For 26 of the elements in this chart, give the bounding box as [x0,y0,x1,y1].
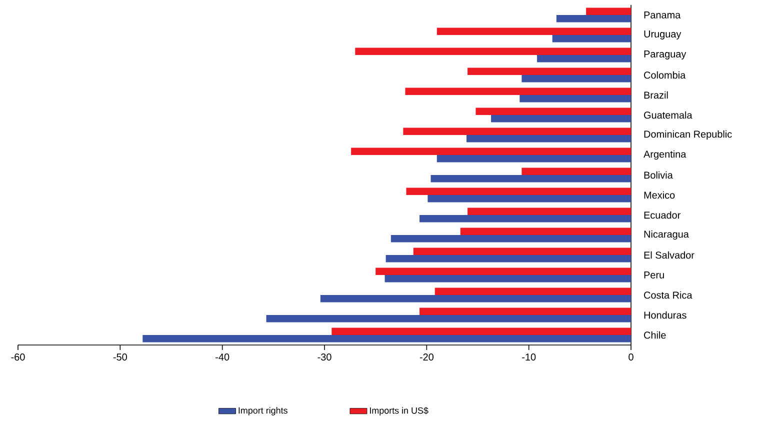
x-tick-label: -50 [113,354,127,361]
y-tick-label: Colombia [644,71,686,79]
x-tick-label: -40 [216,354,230,361]
y-tick-label: Mexico [644,191,675,199]
y-tick-label: Chile [644,331,666,339]
y-tick-label: Peru [644,272,664,278]
legend-label: Import rights [238,407,288,416]
y-tick-label: Uruguay [644,30,682,40]
legend-label: Imports in US$ [370,406,428,416]
y-tick-label: Paraguay [644,50,686,60]
x-tick-label: 0 [628,354,634,361]
y-tick-label: Bolivia [644,171,673,179]
x-tick-label: -60 [11,354,25,361]
y-tick-label: Dominican Republic [644,130,732,140]
y-tick-label: Nicaragua [644,230,689,240]
y-tick-label: Ecuador [644,211,680,219]
x-tick-label: -30 [318,354,332,361]
y-tick-label: Brazil [644,91,668,99]
y-tick-label: Costa Rica [644,291,692,299]
y-tick-label: Argentina [644,150,686,160]
y-tick-label: Honduras [644,311,686,319]
y-tick-label: El Salvador [644,251,694,259]
y-tick-label: Panama [644,12,681,18]
x-tick-label: -10 [522,354,536,361]
x-tick-label: -20 [420,354,434,361]
y-tick-label: Guatemala [644,111,692,119]
